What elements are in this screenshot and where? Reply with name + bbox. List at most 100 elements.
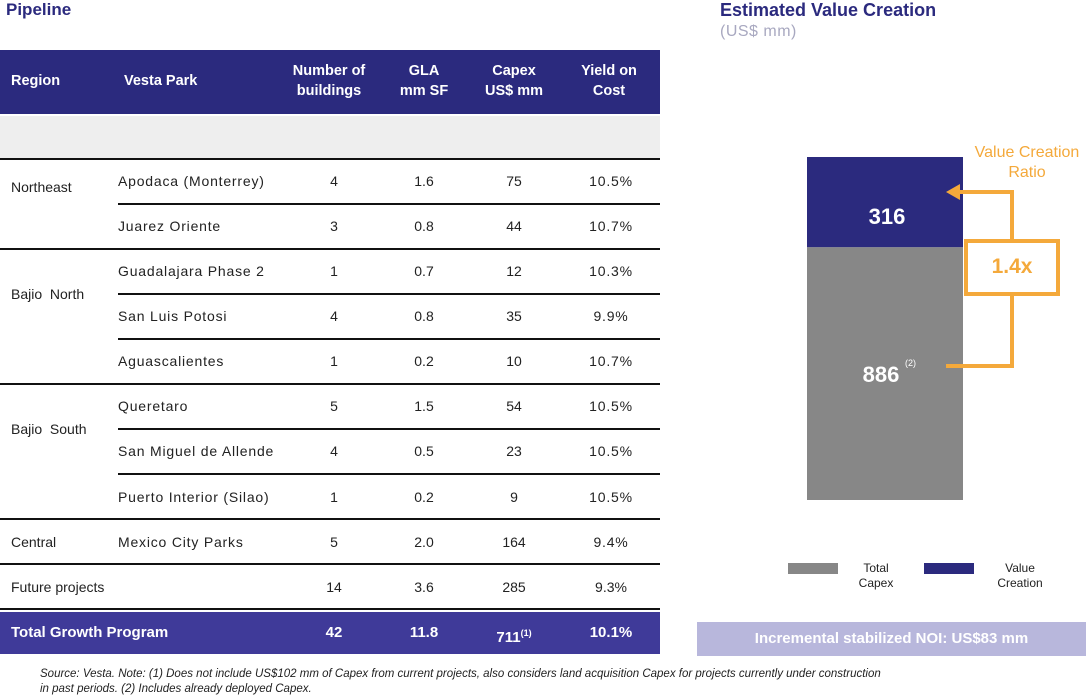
- total-gla: 11.8: [409, 624, 439, 641]
- capex-value: 23: [506, 443, 522, 459]
- legend-swatch-capex: [788, 563, 838, 574]
- buildings-value: 1: [330, 489, 338, 505]
- yield-value: 10.5%: [589, 489, 633, 505]
- park-name: Juarez Oriente: [118, 218, 222, 234]
- value-creation-title: Estimated Value Creation: [720, 0, 937, 20]
- park-name: San Luis Potosi: [118, 308, 228, 324]
- park-name: Mexico City Parks: [118, 534, 244, 550]
- col-header-region: Region: [11, 73, 61, 89]
- region-central: Central: [11, 534, 57, 550]
- table-rule: [0, 158, 660, 160]
- yield-value: 10.5%: [589, 443, 633, 459]
- capex-value: 44: [506, 218, 522, 234]
- footnote-line-1: Source: Vesta. Note: (1) Does not includ…: [40, 668, 881, 680]
- total-label: Total Growth Program: [11, 624, 169, 641]
- region-bajio-north: Bajio North: [11, 286, 85, 302]
- pipeline-title: Pipeline: [6, 0, 72, 19]
- bar-segment-value-creation: [807, 157, 963, 248]
- gla-value: 0.5: [414, 443, 434, 459]
- footnote-line-2: in past periods. (2) Includes already de…: [40, 683, 312, 695]
- park-name: Guadalajara Phase 2: [118, 263, 265, 279]
- buildings-value: 1: [330, 353, 338, 369]
- gla-value: 0.8: [414, 308, 434, 324]
- gla-value: 0.8: [414, 218, 434, 234]
- col-header-park: Vesta Park: [124, 73, 198, 89]
- buildings-value: 3: [330, 218, 338, 234]
- gla-value: 1.6: [414, 173, 434, 189]
- table-rule: [118, 203, 660, 205]
- capex-value: 285: [502, 579, 526, 595]
- gla-value: 0.2: [414, 489, 434, 505]
- noi-banner: Incremental stabilized NOI: US$83 mm: [697, 622, 1086, 656]
- buildings-value: 5: [330, 398, 338, 414]
- col-header-buildings: Number of buildings: [292, 63, 366, 99]
- yield-value: 10.7%: [589, 353, 633, 369]
- footnote: Source: Vesta. Note: (1) Does not includ…: [40, 667, 1020, 697]
- ratio-connector: [946, 184, 1060, 368]
- yield-value: 9.3%: [595, 579, 627, 595]
- total-capex-value: 711: [496, 629, 521, 646]
- total-capex: 711(1): [474, 612, 554, 659]
- table-rule: [0, 608, 660, 610]
- table-rule: [118, 428, 660, 430]
- region-northeast: Northeast: [11, 179, 72, 195]
- legend-swatch-value: [924, 563, 974, 574]
- data-label-footnote: (2): [905, 358, 916, 368]
- yield-value: 10.3%: [589, 263, 633, 279]
- capex-value: 35: [506, 308, 522, 324]
- col-header-gla: GLA mm SF: [399, 63, 449, 99]
- table-rule: [0, 383, 660, 385]
- value-creation-chart: 886 (2) 316: [788, 157, 1060, 574]
- gla-value: 3.6: [414, 579, 434, 595]
- buildings-value: 14: [326, 579, 342, 595]
- table-rule: [118, 293, 660, 295]
- capex-value: 9: [510, 489, 518, 505]
- ratio-label: Value Creation Ratio: [974, 144, 1080, 181]
- data-label-value-creation: 316: [869, 204, 906, 229]
- bar-segment-total-capex: [807, 247, 963, 500]
- park-name: Puerto Interior (Silao): [118, 489, 270, 505]
- gla-value: 0.2: [414, 353, 434, 369]
- park-name: San Miguel de Allende: [118, 443, 275, 459]
- arrowhead-icon: [946, 184, 960, 200]
- connector-lower: [946, 296, 1014, 368]
- buildings-value: 4: [330, 173, 338, 189]
- col-header-capex: Capex US$ mm: [484, 63, 544, 99]
- table-rule: [118, 338, 660, 340]
- yield-value: 10.5%: [589, 398, 633, 414]
- buildings-value: 4: [330, 308, 338, 324]
- region-future-projects: Future projects: [11, 579, 105, 595]
- legend-label-value: Value Creation: [997, 561, 1043, 590]
- park-name: Apodaca (Monterrey): [118, 173, 265, 189]
- buildings-value: 5: [330, 534, 338, 550]
- buildings-value: 1: [330, 263, 338, 279]
- capex-value: 10: [506, 353, 522, 369]
- region-bajio-south: Bajio South: [11, 421, 87, 437]
- capex-value: 12: [506, 263, 522, 279]
- capex-value: 75: [506, 173, 522, 189]
- stacked-bar: 886 (2) 316: [807, 157, 963, 500]
- yield-value: 10.7%: [589, 218, 633, 234]
- total-buildings: 42: [325, 624, 343, 641]
- gla-value: 1.5: [414, 398, 434, 414]
- gla-value: 2.0: [414, 534, 434, 550]
- park-name: Queretaro: [118, 398, 189, 414]
- yield-value: 9.9%: [593, 308, 629, 324]
- value-creation-subtitle: (US$ mm): [720, 23, 797, 40]
- col-header-yield: Yield on Cost: [581, 63, 637, 99]
- yield-value: 10.5%: [589, 173, 633, 189]
- buildings-value: 4: [330, 443, 338, 459]
- table-rule: [118, 473, 660, 475]
- data-label-total-capex: 886: [863, 362, 900, 387]
- ratio-box: [964, 239, 1060, 296]
- ratio-value: 1.4x: [991, 255, 1033, 278]
- total-yield: 10.1%: [589, 624, 633, 641]
- park-name: Aguascalientes: [118, 353, 225, 369]
- yield-value: 9.4%: [593, 534, 629, 550]
- table-spacer-band: [0, 116, 660, 160]
- table-rule: [0, 563, 660, 565]
- legend-label-capex: Total Capex: [858, 561, 894, 590]
- table-rule: [0, 248, 660, 250]
- gla-value: 0.7: [414, 263, 434, 279]
- capex-value: 54: [506, 398, 522, 414]
